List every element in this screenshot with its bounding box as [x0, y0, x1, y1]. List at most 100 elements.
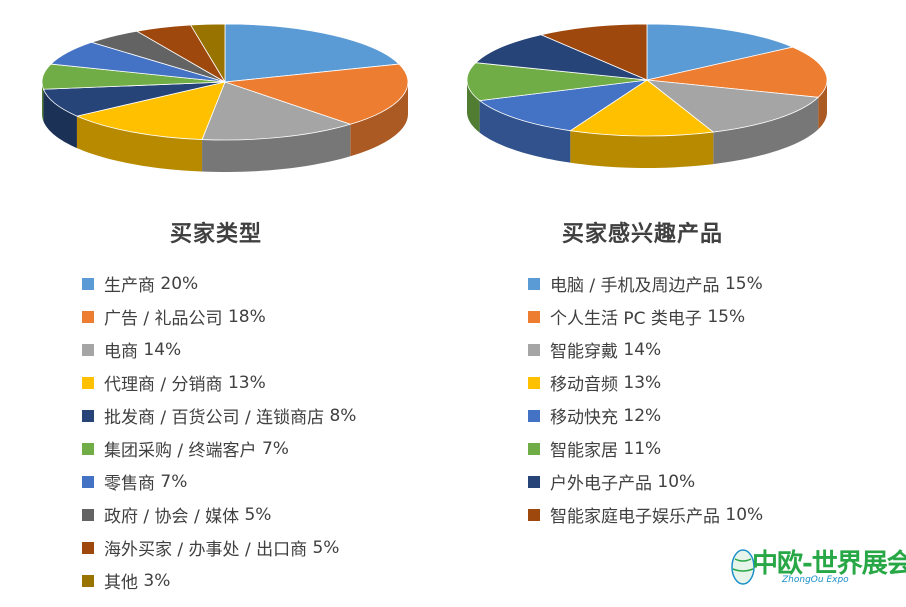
legend-swatch	[528, 508, 540, 521]
legend-label: 智能家居	[550, 441, 618, 461]
legend-value: 10%	[720, 504, 764, 525]
pie-slice-电商	[201, 81, 352, 141]
legend-item: 广告 / 礼品公司 18%	[82, 300, 356, 333]
pie-slice-户外电子产品	[474, 34, 648, 81]
legend-swatch	[82, 541, 94, 554]
legend-swatch	[82, 574, 94, 587]
legend-item: 批发商 / 百货公司 / 连锁商店 8%	[82, 399, 356, 432]
pie-side-智能穿戴	[713, 97, 819, 165]
legend-value: 7%	[155, 471, 188, 492]
pie-chart-buyer-types	[41, 23, 409, 172]
legend-label: 零售商	[104, 474, 155, 494]
legend-value: 5%	[239, 504, 272, 525]
legend-label: 代理商 / 分销商	[104, 375, 223, 395]
legend-swatch	[82, 409, 94, 422]
legend-label: 批发商 / 百货公司 / 连锁商店	[104, 408, 325, 428]
legend-label: 集团采购 / 终端客户	[104, 441, 257, 461]
legend-label: 移动音频	[550, 375, 618, 395]
legend-swatch	[82, 508, 94, 521]
pie-side-批发商 / 百货公司 / 连锁商店	[43, 89, 77, 149]
legend-label: 广告 / 礼品公司	[104, 309, 223, 329]
legend-swatch	[528, 277, 540, 290]
pie-slice-智能家居	[466, 62, 648, 102]
legend-item: 零售商 7%	[82, 465, 356, 498]
legend-value: 18%	[222, 306, 266, 327]
legend-item: 智能穿戴 14%	[528, 333, 763, 366]
legend-item: 集团采购 / 终端客户 7%	[82, 432, 356, 465]
pie-slice-移动音频	[569, 79, 715, 137]
legend-label: 智能穿戴	[550, 342, 618, 362]
pie-slice-智能家庭电子娱乐产品	[539, 23, 648, 81]
chart-title-buyer-types: 买家类型	[170, 222, 263, 247]
pie-side-智能家居	[467, 80, 480, 133]
legend-item: 代理商 / 分销商 13%	[82, 366, 356, 399]
legend-item: 移动音频 13%	[528, 366, 763, 399]
legend-swatch	[82, 310, 94, 323]
legend-label: 电商	[104, 342, 138, 362]
pie-side-代理商 / 分销商	[76, 116, 203, 172]
legend-swatch	[528, 343, 540, 356]
chart-title-buyer-interests: 买家感兴趣产品	[562, 222, 724, 247]
pie-slice-代理商 / 分销商	[75, 81, 226, 140]
pie-slice-个人生活 PC 类电子	[646, 46, 828, 98]
legend-value: 5%	[307, 537, 340, 558]
legend-item: 智能家居 11%	[528, 432, 763, 465]
legend-value: 15%	[719, 273, 763, 294]
logo-text: 中欧-世界展会	[752, 549, 906, 579]
legend-buyer-types: 生产商 20% 广告 / 礼品公司 18% 电商 14% 代理商 / 分销商 13% 批…	[82, 267, 356, 597]
legend-label: 移动快充	[550, 408, 618, 428]
legend-value: 13%	[618, 372, 662, 393]
pie-slice-电脑 / 手机及周边产品	[646, 23, 794, 81]
globe-icon	[731, 549, 755, 585]
pie-slice-批发商 / 百货公司 / 连锁商店	[42, 81, 226, 117]
legend-item: 个人生活 PC 类电子 15%	[528, 300, 763, 333]
legend-item: 户外电子产品 10%	[528, 465, 763, 498]
pie-side-移动音频	[570, 130, 714, 168]
legend-swatch	[528, 442, 540, 455]
legend-item: 其他 3%	[82, 564, 356, 597]
legend-label: 生产商	[104, 276, 155, 296]
legend-value: 12%	[618, 405, 662, 426]
pie-slice-其他	[190, 23, 226, 84]
legend-swatch	[528, 409, 540, 422]
pie-side-广告 / 礼品公司	[350, 82, 408, 157]
legend-value: 10%	[652, 471, 696, 492]
legend-swatch	[82, 475, 94, 488]
legend-label: 电脑 / 手机及周边产品	[550, 276, 720, 296]
pie-slice-智能穿戴	[645, 79, 820, 133]
pie-slice-广告 / 礼品公司	[224, 63, 409, 125]
legend-swatch	[82, 343, 94, 356]
pie-side-个人生活 PC 类电子	[818, 80, 827, 130]
pie-side-移动快充	[479, 100, 571, 163]
legend-value: 8%	[324, 405, 357, 426]
logo-subtext: ZhongOu Expo	[782, 575, 849, 585]
legend-label: 海外买家 / 办事处 / 出口商	[104, 540, 308, 560]
legend-value: 15%	[701, 306, 746, 327]
legend-item: 政府 / 协会 / 媒体 5%	[82, 498, 356, 531]
legend-buyer-interests: 电脑 / 手机及周边产品 15% 个人生活 PC 类电子 15% 智能穿戴 14% 移…	[528, 267, 763, 531]
legend-swatch	[82, 277, 94, 290]
legend-value: 11%	[618, 438, 662, 459]
legend-value: 14%	[138, 339, 182, 360]
legend-swatch	[528, 310, 540, 323]
pie-slice-移动快充	[478, 79, 648, 132]
legend-item: 电脑 / 手机及周边产品 15%	[528, 267, 763, 300]
legend-value: 20%	[155, 273, 199, 294]
pie-side-电商	[202, 124, 351, 172]
pie-side-集团采购 / 终端客户	[42, 82, 44, 122]
expo-logo: 中欧-世界展会 ZhongOu Expo	[730, 543, 906, 603]
legend-swatch	[528, 475, 540, 488]
legend-item: 智能家庭电子娱乐产品 10%	[528, 498, 763, 531]
legend-label: 政府 / 协会 / 媒体	[104, 507, 240, 527]
legend-value: 7%	[256, 438, 289, 459]
legend-value: 13%	[222, 372, 266, 393]
legend-value: 14%	[618, 339, 662, 360]
legend-item: 生产商 20%	[82, 267, 356, 300]
legend-label: 智能家庭电子娱乐产品	[550, 507, 720, 527]
legend-swatch	[82, 376, 94, 389]
legend-item: 海外买家 / 办事处 / 出口商 5%	[82, 531, 356, 564]
legend-label: 户外电子产品	[550, 474, 652, 494]
legend-swatch	[82, 442, 94, 455]
legend-item: 电商 14%	[82, 333, 356, 366]
pie-chart-buyer-interests	[466, 23, 828, 168]
